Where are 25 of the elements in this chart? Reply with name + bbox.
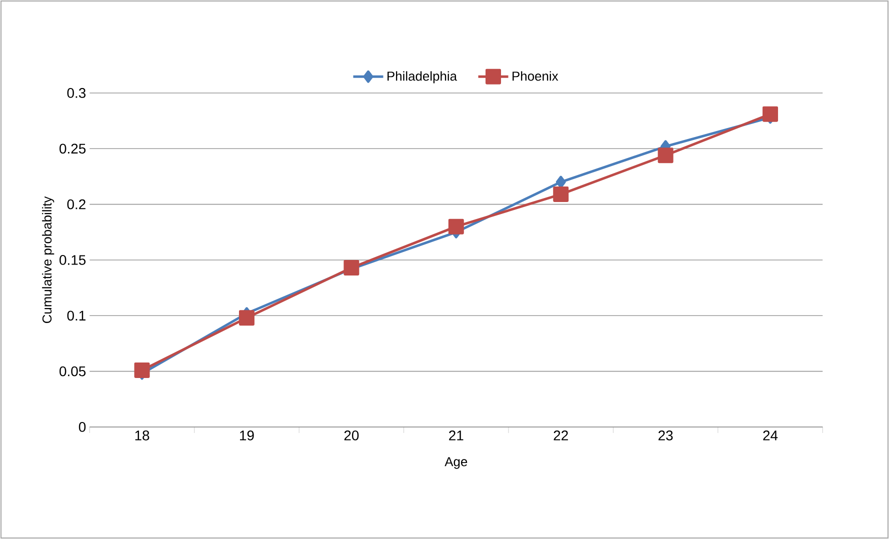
y-tick-label: 0.2 — [67, 199, 86, 210]
y-axis-title: Cumulative probability — [42, 196, 54, 324]
legend-label: Phoenix — [512, 71, 558, 81]
y-tick-label: 0.25 — [60, 144, 86, 154]
y-tick-label: 0 — [78, 422, 86, 432]
x-tick-label: 19 — [240, 430, 254, 440]
x-axis-title: Age — [444, 457, 468, 469]
y-tick-label: 0.1 — [67, 310, 86, 321]
x-tick-label: 23 — [658, 430, 673, 440]
point — [344, 260, 360, 276]
legend-label: Philadelphia — [388, 71, 458, 84]
point — [448, 218, 464, 234]
x-tick-label: 24 — [763, 430, 778, 440]
x-tick-label: 22 — [554, 430, 568, 440]
y-tick-label: 0.15 — [60, 255, 86, 265]
point — [762, 106, 778, 122]
y-tick-label: 0.3 — [67, 88, 86, 98]
point — [658, 148, 674, 164]
y-tick-label: 0.05 — [60, 366, 86, 376]
point — [134, 362, 150, 378]
x-tick-label: 21 — [449, 430, 464, 440]
x-tick-label: 20 — [344, 430, 359, 440]
point — [553, 186, 569, 202]
x-tick-label: 18 — [135, 430, 150, 440]
point — [238, 310, 254, 326]
